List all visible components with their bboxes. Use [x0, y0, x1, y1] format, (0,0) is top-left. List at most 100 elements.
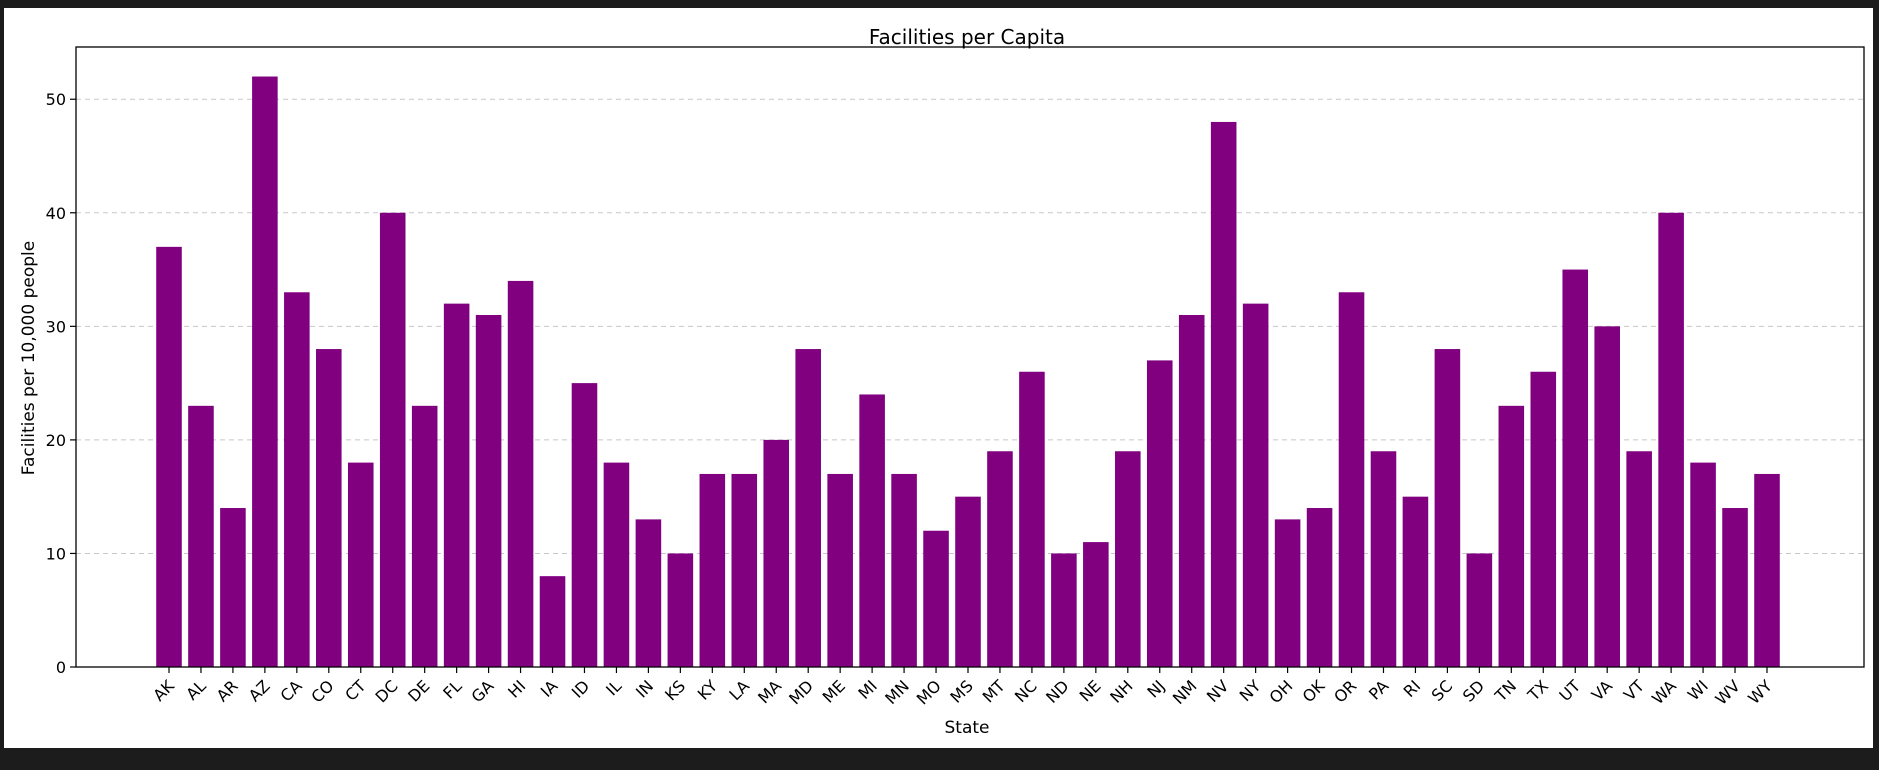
bar-ar — [220, 508, 246, 667]
x-tick-label: WY — [1744, 676, 1776, 708]
bar-ok — [1306, 508, 1333, 667]
x-tick-label: WV — [1712, 676, 1744, 708]
y-tick-label: 40 — [46, 204, 66, 223]
bar-mi — [859, 394, 885, 667]
x-tick-label: MN — [881, 676, 913, 708]
x-tick-label: MA — [754, 676, 785, 707]
bar-ms — [955, 496, 981, 667]
x-tick-label: CO — [307, 676, 337, 706]
x-tick-label: MT — [979, 676, 1009, 706]
y-axis-label: Facilities per 10,000 people — [19, 241, 39, 475]
bar-al — [188, 405, 214, 667]
x-tick-label: UT — [1555, 676, 1584, 705]
x-tick-label: IL — [602, 676, 625, 699]
bar-mt — [987, 451, 1013, 667]
bar-mo — [923, 530, 949, 667]
x-tick-label: DC — [371, 676, 401, 706]
y-tick-label: 30 — [46, 317, 66, 336]
x-tick-label: ME — [819, 676, 849, 706]
bar-ky — [699, 473, 726, 667]
x-tick-label: MO — [913, 676, 945, 708]
x-tick-label: AL — [182, 676, 210, 704]
bar-il — [603, 462, 630, 667]
y-tick-label: 0 — [56, 658, 66, 677]
y-tick-label: 20 — [46, 431, 66, 450]
x-tick-label: NV — [1203, 676, 1233, 706]
bars — [156, 76, 1780, 668]
bar-hi — [507, 280, 534, 667]
x-tick-label: NH — [1106, 676, 1136, 706]
bar-pa — [1370, 451, 1397, 667]
x-axis-label: State — [945, 718, 990, 738]
bar-fl — [443, 303, 470, 667]
x-tick-label: VA — [1588, 676, 1616, 704]
bar-mn — [891, 473, 917, 667]
x-tick-label: IA — [537, 676, 562, 701]
bar-wi — [1690, 462, 1716, 667]
bar-dc — [379, 212, 406, 668]
x-tick-label: NM — [1169, 676, 1201, 708]
x-tick-label: CT — [341, 676, 369, 704]
x-tick-label: VT — [1620, 676, 1648, 704]
x-tick-label: GA — [467, 676, 497, 706]
x-tick-label: ID — [568, 676, 593, 701]
bar-co — [316, 349, 342, 667]
x-tick-label: NE — [1076, 676, 1105, 705]
x-tick-label: TX — [1523, 676, 1552, 705]
x-tick-label: ND — [1042, 676, 1073, 707]
bar-md — [795, 349, 821, 667]
y-tick-label: 50 — [46, 90, 66, 109]
bar-in — [635, 519, 662, 667]
bar-az — [252, 76, 278, 668]
x-tick-label: CA — [277, 676, 306, 705]
bar-wa — [1658, 212, 1684, 668]
bar-nv — [1210, 121, 1237, 667]
x-tick-label: SC — [1428, 676, 1457, 705]
bar-id — [571, 383, 598, 667]
x-tick-label: AR — [213, 676, 242, 705]
y-tick-label: 10 — [46, 544, 66, 563]
x-tick-label: NC — [1011, 676, 1041, 706]
bar-nd — [1051, 553, 1077, 667]
x-tick-label: OR — [1330, 676, 1360, 706]
bar-ne — [1083, 542, 1109, 667]
bar-me — [827, 473, 853, 667]
bar-sd — [1466, 553, 1493, 667]
x-tick-label: DE — [404, 676, 433, 705]
bar-chart: Facilities per Capita State Facilities p… — [19, 25, 1865, 738]
y-axis-ticks: 0 10 20 30 40 50 — [46, 90, 76, 677]
x-tick-label: RI — [1400, 676, 1425, 701]
x-tick-label: MS — [946, 676, 976, 706]
x-tick-label: OK — [1299, 676, 1329, 706]
bar-ca — [284, 292, 310, 667]
bar-wv — [1722, 508, 1748, 667]
bar-ma — [763, 439, 790, 667]
bar-ia — [539, 576, 566, 667]
bar-vt — [1626, 451, 1652, 667]
x-tick-label: MD — [785, 676, 817, 708]
x-axis-ticks: AK AL AR AZ CA CO CT DC DE FL GA HI IA ID IL IN KS KY LA MA… — [149, 667, 1776, 709]
x-tick-label: WA — [1648, 676, 1680, 708]
x-tick-label: MI — [854, 676, 881, 703]
bar-ny — [1242, 303, 1269, 667]
plot-area-border — [75, 46, 1865, 668]
bar-tn — [1498, 405, 1525, 667]
x-tick-label: WI — [1684, 676, 1712, 704]
bar-nc — [1019, 371, 1045, 667]
x-tick-label: HI — [504, 676, 529, 701]
x-tick-label: FL — [439, 676, 465, 702]
bar-ak — [156, 246, 182, 667]
x-tick-label: PA — [1365, 676, 1392, 703]
bar-la — [731, 473, 758, 667]
bar-wy — [1754, 473, 1780, 667]
x-tick-label: AK — [149, 676, 178, 705]
bar-tx — [1530, 371, 1557, 667]
bar-nj — [1146, 360, 1173, 667]
x-tick-label: OH — [1266, 676, 1297, 707]
bar-ks — [667, 553, 694, 667]
bar-de — [411, 405, 438, 667]
chart-title: Facilities per Capita — [869, 25, 1065, 49]
x-tick-label: IN — [632, 676, 657, 701]
x-tick-label: SD — [1459, 676, 1488, 705]
x-tick-label: LA — [725, 676, 753, 704]
